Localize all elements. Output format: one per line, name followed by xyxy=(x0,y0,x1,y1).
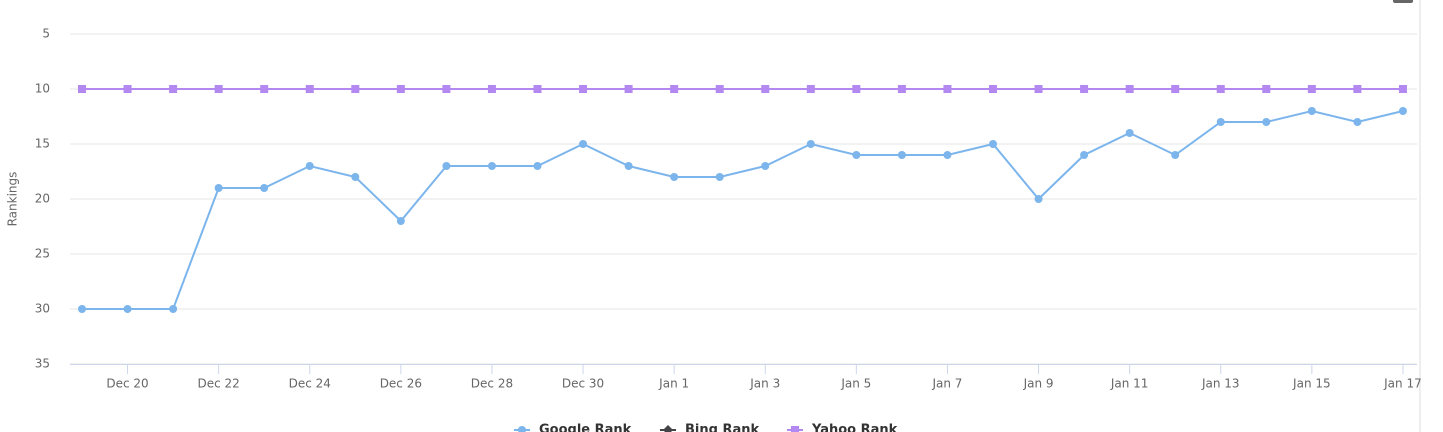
x-tick-label: Dec 30 xyxy=(562,377,604,391)
legend-marker xyxy=(663,425,673,432)
data-point xyxy=(989,85,997,93)
data-point xyxy=(670,85,679,93)
data-point xyxy=(1307,85,1316,93)
x-tick-label: Jan 11 xyxy=(1110,377,1149,391)
data-point xyxy=(351,173,360,181)
data-point xyxy=(806,140,815,148)
y-tick-label: 5 xyxy=(42,27,50,41)
data-point xyxy=(1034,85,1043,93)
data-point xyxy=(396,217,405,225)
data-point xyxy=(78,85,86,93)
data-point xyxy=(1080,151,1089,159)
data-point xyxy=(214,184,223,192)
x-tick-label: Jan 5 xyxy=(840,377,871,391)
x-tick-label: Jan 7 xyxy=(931,377,962,391)
legend-item[interactable]: Bing Rank xyxy=(685,423,759,432)
data-point xyxy=(533,85,542,93)
data-point xyxy=(351,85,360,93)
data-point xyxy=(487,162,496,170)
data-point xyxy=(396,85,405,93)
data-point xyxy=(123,305,132,313)
y-tick-label: 15 xyxy=(35,137,50,151)
data-point xyxy=(1353,118,1362,126)
menu-button[interactable] xyxy=(1393,0,1413,3)
data-point xyxy=(169,85,178,93)
data-point xyxy=(260,85,269,93)
data-point xyxy=(715,85,724,93)
data-point xyxy=(715,173,724,181)
x-tick-label: Jan 13 xyxy=(1201,377,1240,391)
data-point xyxy=(260,184,269,192)
data-point xyxy=(852,85,861,93)
data-point xyxy=(1171,151,1180,159)
data-point xyxy=(214,85,223,93)
y-tick-label: 10 xyxy=(35,82,50,96)
data-point xyxy=(1262,85,1271,93)
data-point xyxy=(1398,85,1407,93)
data-point xyxy=(1307,107,1316,115)
x-tick-label: Dec 26 xyxy=(380,377,422,391)
data-point xyxy=(78,305,86,313)
data-point xyxy=(1398,107,1407,115)
data-point xyxy=(1216,118,1225,126)
data-point xyxy=(806,85,815,93)
data-point xyxy=(1262,118,1271,126)
data-point xyxy=(1171,85,1180,93)
x-tick-label: Dec 24 xyxy=(289,377,331,391)
x-tick-label: Dec 20 xyxy=(106,377,148,391)
x-tick-label: Jan 17 xyxy=(1383,377,1422,391)
data-point xyxy=(533,162,542,170)
data-point xyxy=(624,85,633,93)
y-tick-label: 20 xyxy=(35,192,50,206)
legend-item[interactable]: Google Rank xyxy=(539,423,632,432)
data-point xyxy=(761,85,770,93)
y-axis-label: Rankings xyxy=(6,172,20,227)
data-point xyxy=(1125,129,1134,137)
legend-marker xyxy=(518,426,526,432)
y-tick-label: 30 xyxy=(35,302,50,316)
data-point xyxy=(579,85,588,93)
y-tick-label: 25 xyxy=(35,247,50,261)
data-point xyxy=(1216,85,1225,93)
data-point xyxy=(579,140,588,148)
data-point xyxy=(624,162,633,170)
data-point xyxy=(943,151,952,159)
series-line xyxy=(82,109,1404,310)
data-point xyxy=(487,85,496,93)
x-tick-label: Jan 3 xyxy=(749,377,780,391)
data-point xyxy=(169,305,178,313)
x-tick-label: Jan 1 xyxy=(658,377,689,391)
data-point xyxy=(1034,195,1043,203)
data-point xyxy=(943,85,952,93)
data-point xyxy=(123,85,132,93)
x-tick-label: Jan 9 xyxy=(1023,377,1054,391)
x-tick-label: Dec 28 xyxy=(471,377,513,391)
x-tick-label: Jan 15 xyxy=(1292,377,1331,391)
data-point xyxy=(1125,85,1134,93)
data-point xyxy=(670,173,679,181)
data-point xyxy=(989,140,997,148)
y-tick-label: 35 xyxy=(35,357,50,371)
legend-marker xyxy=(791,426,799,432)
data-point xyxy=(305,162,314,170)
data-point xyxy=(897,151,906,159)
data-point xyxy=(897,85,906,93)
data-point xyxy=(1353,85,1362,93)
data-point xyxy=(442,162,451,170)
legend-item[interactable]: Yahoo Rank xyxy=(811,423,898,432)
data-point xyxy=(852,151,861,159)
data-point xyxy=(761,162,770,170)
data-point xyxy=(305,85,314,93)
x-tick-label: Dec 22 xyxy=(197,377,239,391)
data-point xyxy=(1080,85,1089,93)
data-point xyxy=(442,85,451,93)
